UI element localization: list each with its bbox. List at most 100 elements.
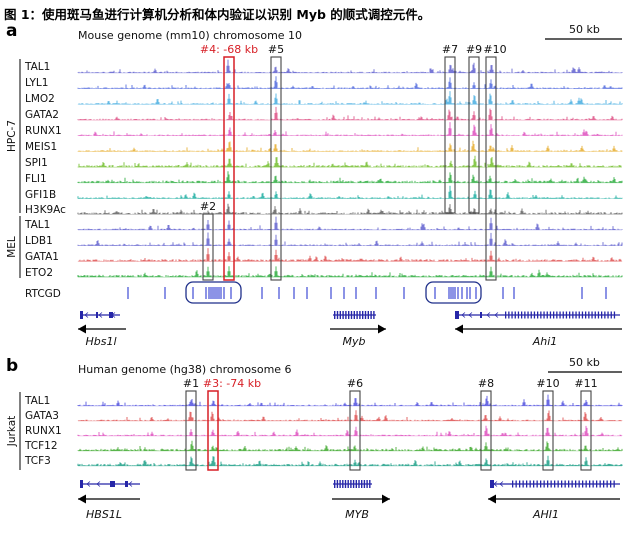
region-label: #7 xyxy=(442,43,458,56)
direction-arrow xyxy=(78,324,126,334)
panel-a-gene-models xyxy=(78,311,622,334)
panel-a-hpc-track-labels: TAL1 LYL1 LMO2 GATA2 RUNX1 MEIS1 SPI1 FL… xyxy=(24,61,66,216)
track-label: LYL1 xyxy=(25,77,48,89)
panel-a-signal-tracks xyxy=(77,59,623,278)
panel-b-jurkat-group: Jurkat xyxy=(6,392,21,470)
panel-a-mel-group: MEL xyxy=(6,216,21,278)
region-box xyxy=(580,390,592,471)
gene-model xyxy=(80,480,140,488)
signal-track xyxy=(77,155,622,168)
gene-label-myb: Myb xyxy=(343,335,366,348)
region-label: #6 xyxy=(347,377,363,390)
panel-a-scale-bar: 50 kb xyxy=(545,23,622,40)
region-label: #8 xyxy=(478,377,494,390)
region-label: #10 xyxy=(536,377,559,390)
region-label: #10 xyxy=(483,43,506,56)
region-label: #2 xyxy=(200,200,216,213)
track-label: GFI1B xyxy=(25,189,56,201)
panel-b-region-boxes xyxy=(185,390,592,471)
panel-a-letter: a xyxy=(6,21,17,41)
panel-b-letter: b xyxy=(6,356,18,376)
panel-b-scale-bar: 50 kb xyxy=(548,356,622,373)
rtcgd-cluster-box xyxy=(425,281,482,304)
gene-model xyxy=(455,311,620,319)
track-label: MEIS1 xyxy=(25,141,57,153)
region-label: #3: -74 kb xyxy=(203,377,261,390)
direction-arrow xyxy=(332,494,390,504)
panel-b-gene-models xyxy=(78,480,620,504)
signal-track xyxy=(77,216,623,231)
track-label: RUNX1 xyxy=(25,125,62,137)
signal-track xyxy=(77,185,623,199)
signal-track xyxy=(77,248,623,262)
track-label: H3K9Ac xyxy=(25,204,66,216)
panel-a-region-labels: #4: -68 kb #5 #7 #9 #10 #2 xyxy=(200,43,507,213)
track-label: GATA2 xyxy=(25,109,59,121)
gene-label-myb: MYB xyxy=(345,508,369,521)
region-box xyxy=(270,56,282,281)
gene-model xyxy=(333,480,372,488)
region-box xyxy=(480,390,492,471)
direction-arrow xyxy=(78,494,140,504)
signal-track xyxy=(77,59,623,74)
signal-track xyxy=(77,122,623,137)
track-label: FLI1 xyxy=(25,173,47,185)
signal-track xyxy=(77,232,623,246)
panel-a-region-boxes xyxy=(202,56,497,281)
track-label: ETO2 xyxy=(25,267,53,279)
region-box xyxy=(202,213,214,281)
signal-track xyxy=(77,91,623,105)
gene-label-hbs1l: HBS1L xyxy=(86,508,122,521)
region-box xyxy=(542,390,554,471)
track-label: TAL1 xyxy=(24,61,50,73)
panel-a-mel-track-labels: TAL1 LDB1 GATA1 ETO2 xyxy=(24,219,59,279)
region-label: #4: -68 kb xyxy=(200,43,258,56)
signal-track xyxy=(77,203,623,215)
region-box xyxy=(223,56,235,281)
figure-caption: 图 1：使用斑马鱼进行计算机分析和体内验证以识别 Myb 的顺式调控元件。 xyxy=(4,7,430,22)
gene-label-hbs1l: Hbs1l xyxy=(85,335,116,348)
signal-track xyxy=(77,171,623,184)
track-label: TCF3 xyxy=(24,455,51,467)
mel-group-label: MEL xyxy=(6,236,18,258)
panel-b-genome-header: Human genome (hg38) chromosome 6 xyxy=(78,363,292,376)
track-label: TAL1 xyxy=(24,219,50,231)
rtcgd-cluster-box xyxy=(185,281,242,304)
panel-b-scale-label: 50 kb xyxy=(569,356,600,369)
direction-arrow xyxy=(455,324,622,334)
region-box xyxy=(444,56,456,214)
panel-a-genome-header: Mouse genome (mm10) chromosome 10 xyxy=(78,29,302,42)
jurkat-group-label: Jurkat xyxy=(6,416,18,448)
region-box xyxy=(185,390,197,471)
gene-label-ahi1: Ahi1 xyxy=(532,335,558,348)
region-box xyxy=(468,56,480,214)
track-label: GATA3 xyxy=(25,410,59,422)
region-box xyxy=(349,390,361,471)
rtcgd-insertion-track xyxy=(127,287,607,299)
panel-b-region-labels: #1 #3: -74 kb #6 #8 #10 #11 xyxy=(183,377,598,390)
region-box xyxy=(207,390,219,471)
signal-track xyxy=(77,140,623,152)
gene-label-ahi1: AHI1 xyxy=(532,508,559,521)
hpc7-group-label: HPC-7 xyxy=(6,120,18,152)
signal-track xyxy=(77,76,623,89)
signal-track xyxy=(77,106,623,121)
track-label: RUNX1 xyxy=(25,425,62,437)
gene-model xyxy=(490,480,620,488)
signal-track xyxy=(77,266,623,278)
track-label: TAL1 xyxy=(24,395,50,407)
gene-model xyxy=(333,311,376,319)
rtcgd-label: RTCGD xyxy=(25,288,61,300)
region-label: #11 xyxy=(574,377,597,390)
track-label: LMO2 xyxy=(25,93,55,105)
panel-a-scale-label: 50 kb xyxy=(569,23,600,36)
track-label: GATA1 xyxy=(25,251,59,263)
region-label: #9 xyxy=(466,43,482,56)
direction-arrow xyxy=(330,324,386,334)
region-box xyxy=(485,56,497,281)
gene-model xyxy=(80,311,120,319)
region-label: #1 xyxy=(183,377,199,390)
panel-b-track-labels: TAL1 GATA3 RUNX1 TCF12 TCF3 xyxy=(24,395,62,467)
region-label: #5 xyxy=(268,43,284,56)
